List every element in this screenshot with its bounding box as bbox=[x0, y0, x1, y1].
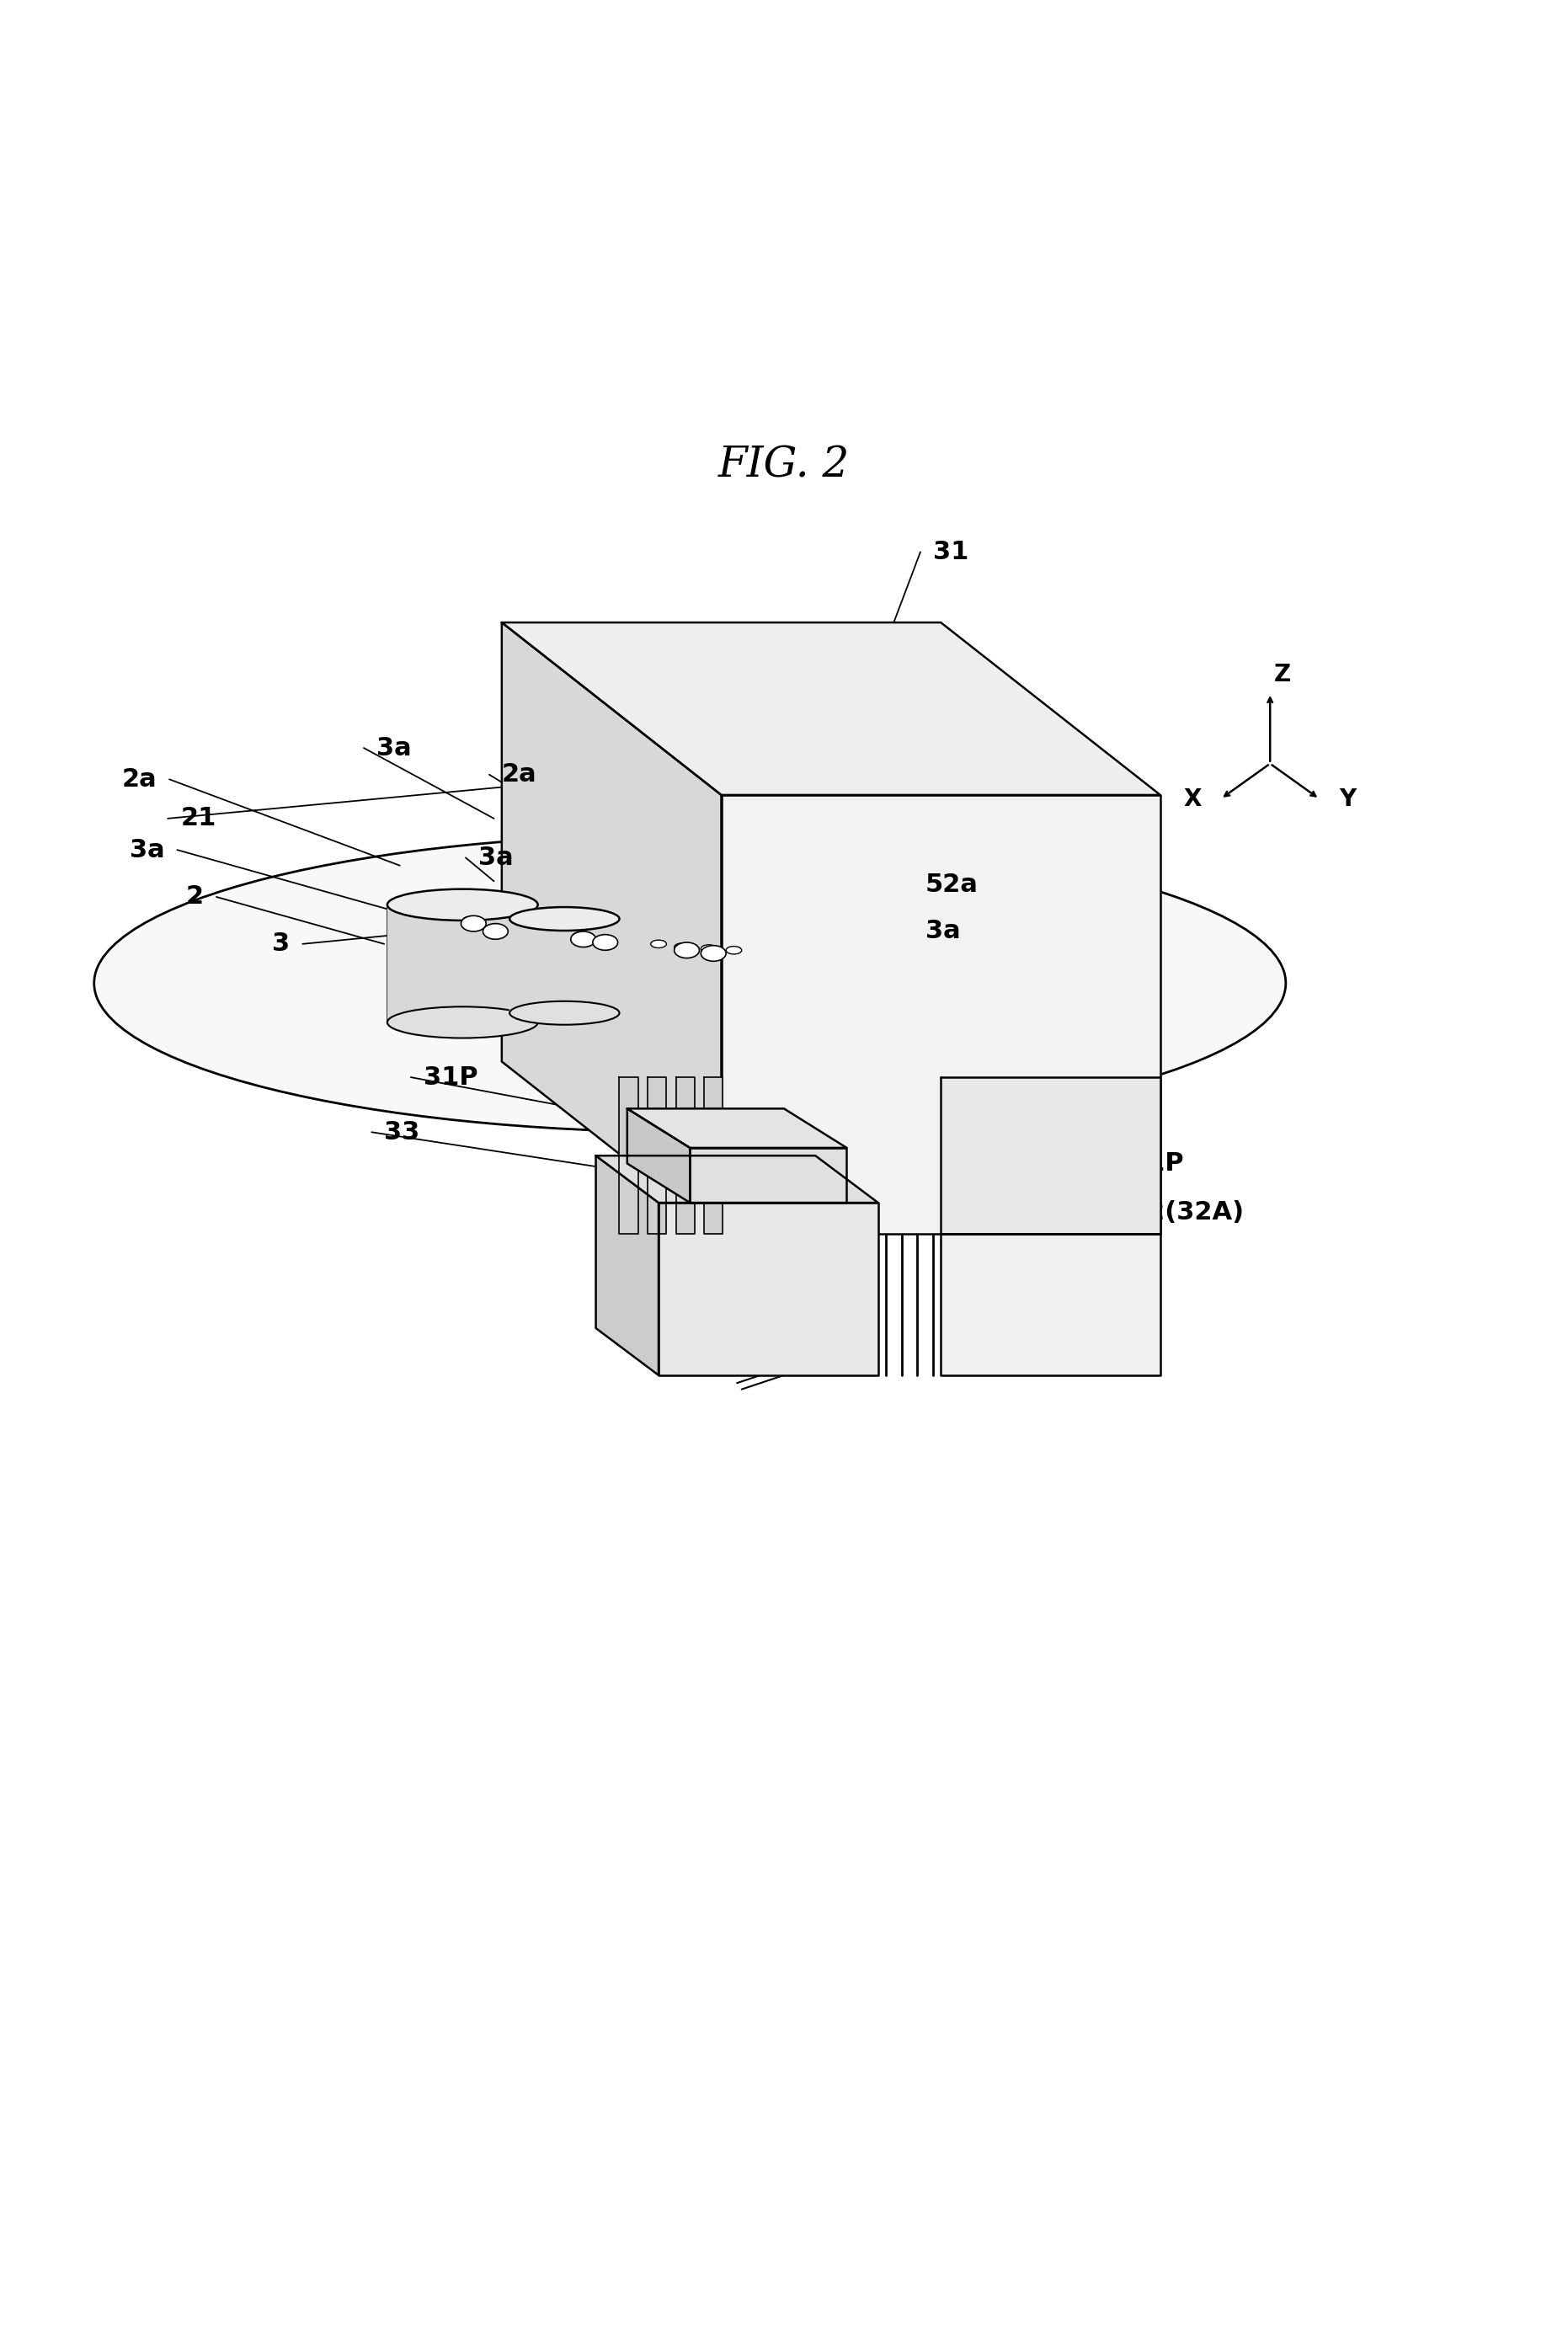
Ellipse shape bbox=[651, 940, 666, 947]
Text: 31P: 31P bbox=[1129, 1152, 1184, 1175]
Text: 31P: 31P bbox=[423, 1066, 478, 1089]
Text: 52a: 52a bbox=[925, 873, 978, 896]
Polygon shape bbox=[627, 1108, 690, 1203]
Ellipse shape bbox=[461, 917, 486, 931]
Polygon shape bbox=[619, 1077, 638, 1233]
Text: 31: 31 bbox=[933, 540, 969, 563]
Ellipse shape bbox=[510, 908, 619, 931]
Text: 3a: 3a bbox=[478, 845, 513, 870]
Ellipse shape bbox=[674, 942, 690, 952]
Text: 42: 42 bbox=[1035, 1182, 1071, 1208]
Text: 3: 3 bbox=[273, 931, 290, 956]
Text: 21: 21 bbox=[180, 805, 216, 831]
Ellipse shape bbox=[572, 933, 588, 940]
Text: 33: 33 bbox=[384, 1119, 420, 1145]
Ellipse shape bbox=[701, 945, 717, 952]
Polygon shape bbox=[510, 919, 619, 1012]
Text: 3a: 3a bbox=[925, 919, 960, 945]
Text: FIG. 2: FIG. 2 bbox=[718, 444, 850, 486]
Polygon shape bbox=[596, 1157, 878, 1203]
Polygon shape bbox=[676, 1077, 695, 1233]
Polygon shape bbox=[941, 1077, 1160, 1233]
Ellipse shape bbox=[483, 924, 508, 940]
Text: 2: 2 bbox=[187, 884, 204, 910]
Text: X: X bbox=[1184, 787, 1201, 810]
Text: 3a: 3a bbox=[376, 735, 411, 761]
Polygon shape bbox=[704, 1077, 723, 1233]
Ellipse shape bbox=[701, 945, 726, 961]
Ellipse shape bbox=[674, 942, 699, 959]
Ellipse shape bbox=[571, 931, 596, 947]
Text: 2a: 2a bbox=[502, 763, 536, 787]
Ellipse shape bbox=[463, 917, 478, 924]
Polygon shape bbox=[387, 905, 538, 1022]
Ellipse shape bbox=[387, 889, 538, 921]
Text: 3a: 3a bbox=[130, 838, 165, 861]
Polygon shape bbox=[941, 1233, 1160, 1375]
Ellipse shape bbox=[486, 924, 502, 933]
Polygon shape bbox=[721, 796, 1160, 1233]
Ellipse shape bbox=[726, 947, 742, 954]
Polygon shape bbox=[596, 1157, 659, 1375]
Ellipse shape bbox=[387, 1008, 538, 1038]
Ellipse shape bbox=[596, 938, 612, 945]
Text: 41: 41 bbox=[1035, 1217, 1071, 1243]
Polygon shape bbox=[690, 1147, 847, 1203]
Ellipse shape bbox=[593, 935, 618, 949]
Text: 32(32A): 32(32A) bbox=[1129, 1201, 1243, 1224]
Ellipse shape bbox=[94, 833, 1286, 1133]
Polygon shape bbox=[627, 1108, 847, 1147]
Polygon shape bbox=[502, 624, 721, 1233]
Polygon shape bbox=[648, 1077, 666, 1233]
Text: 2a: 2a bbox=[122, 768, 157, 791]
Polygon shape bbox=[502, 624, 1160, 796]
Ellipse shape bbox=[510, 1001, 619, 1024]
Text: Z: Z bbox=[1275, 663, 1290, 686]
Polygon shape bbox=[659, 1203, 878, 1375]
Text: Y: Y bbox=[1339, 787, 1356, 810]
